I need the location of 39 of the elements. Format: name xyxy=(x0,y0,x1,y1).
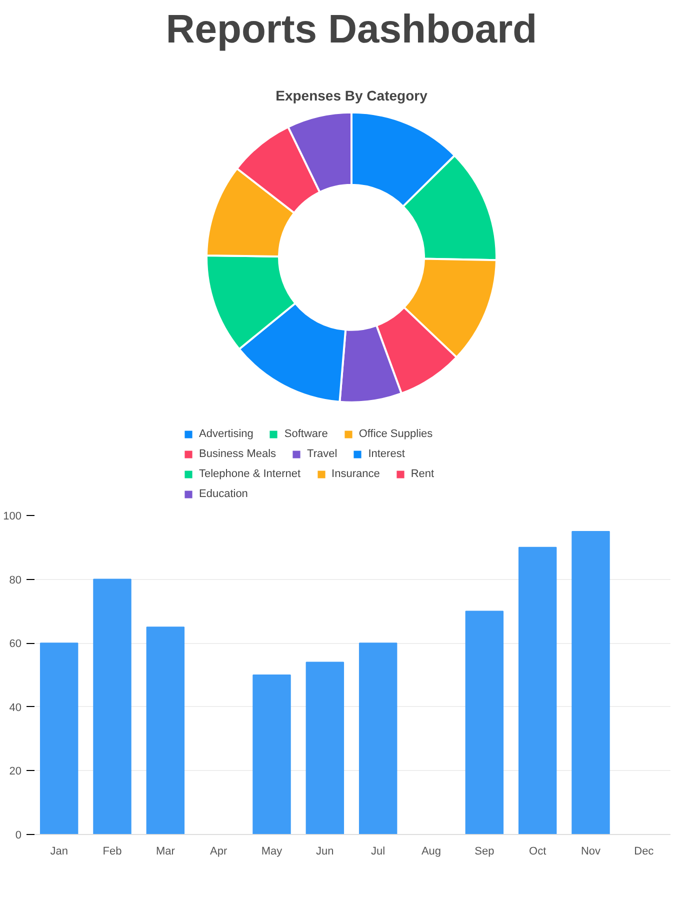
bar xyxy=(252,674,291,834)
x-tick-label: May xyxy=(261,846,283,858)
legend-label: Insurance xyxy=(332,468,380,480)
bar xyxy=(465,610,504,834)
x-tick-label: Dec xyxy=(634,846,654,858)
x-tick-label: Oct xyxy=(529,846,546,858)
x-tick-label: Apr xyxy=(210,846,228,858)
bar xyxy=(40,642,78,834)
legend-label: Office Supplies xyxy=(358,428,433,440)
legend-label: Education xyxy=(199,488,248,500)
legend-label: Software xyxy=(284,428,328,440)
bar xyxy=(572,530,610,834)
x-tick-label: Jul xyxy=(371,846,386,858)
x-tick-label: Mar xyxy=(156,846,176,858)
y-tick-label: 40 xyxy=(9,702,22,714)
legend-label: Advertising xyxy=(199,428,254,440)
legend-label: Business Meals xyxy=(199,448,276,460)
bar xyxy=(358,642,398,834)
bar xyxy=(93,578,132,834)
bar xyxy=(518,546,557,834)
x-tick-label: Nov xyxy=(580,846,602,858)
legend-label: Telephone & Internet xyxy=(199,468,301,480)
x-tick-label: Aug xyxy=(421,846,442,858)
y-tick-label: 20 xyxy=(9,766,22,778)
y-tick-label: 0 xyxy=(15,830,22,842)
y-tick-label: 100 xyxy=(3,510,22,522)
legend-label: Travel xyxy=(307,448,338,460)
legend-label: Interest xyxy=(368,448,405,460)
y-tick-label: 60 xyxy=(9,638,22,650)
x-tick-label: Sep xyxy=(474,846,494,858)
y-tick-label: 80 xyxy=(9,574,22,586)
chart-title: Expenses By Category xyxy=(276,88,428,104)
x-tick-label: Jan xyxy=(50,846,68,858)
bar xyxy=(146,626,185,834)
x-tick-label: Jun xyxy=(316,846,334,858)
legend-label: Rent xyxy=(410,468,434,480)
bar xyxy=(306,662,344,834)
text: Reports Dashboard xyxy=(166,8,538,52)
x-tick-label: Feb xyxy=(102,846,122,858)
